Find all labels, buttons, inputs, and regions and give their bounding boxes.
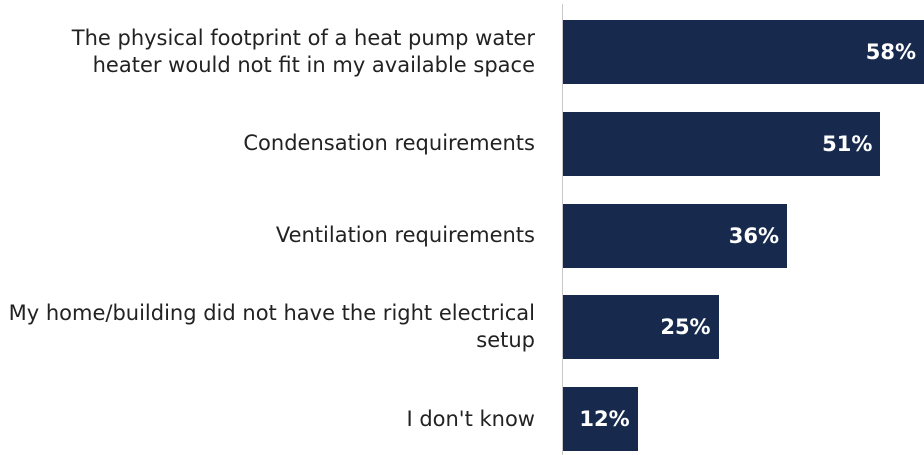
- category-label: Ventilation requirements: [275, 223, 535, 248]
- bar: [563, 295, 719, 360]
- category-label: Condensation requirements: [243, 131, 535, 156]
- value-label: 51%: [822, 131, 873, 156]
- bar: [563, 387, 638, 452]
- category-label: My home/building did not have the right …: [8, 301, 535, 353]
- category-axis: [562, 4, 563, 455]
- bar: [563, 111, 881, 176]
- value-label: 36%: [728, 223, 780, 248]
- value-label: 12%: [579, 407, 630, 432]
- bar: [563, 20, 924, 84]
- value-label: 58%: [865, 40, 916, 64]
- category-label: The physical footprint of a heat pump wa…: [71, 26, 535, 77]
- bar: [563, 203, 788, 268]
- category-label: I don't know: [406, 406, 535, 431]
- value-label: 25%: [660, 315, 711, 340]
